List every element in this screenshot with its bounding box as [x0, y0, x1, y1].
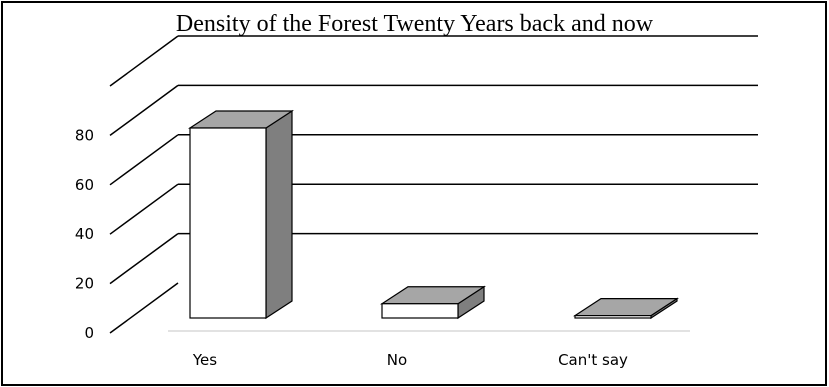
y-tick-label: 0	[84, 324, 94, 342]
bar-front-face	[381, 303, 459, 319]
chart-title: Density of the Forest Twenty Years back …	[175, 11, 654, 37]
x-axis-category-labels: Yes No Can't say	[192, 351, 628, 369]
bar-top-face	[572, 298, 680, 317]
gridline-diagonal-80	[109, 84, 179, 137]
y-tick-label: 40	[75, 225, 94, 243]
bars	[187, 109, 680, 320]
y-tick-label: 20	[75, 275, 94, 293]
bar-side-face	[265, 109, 293, 320]
y-axis-tick-labels: 0 20 40 60 80	[75, 126, 94, 342]
gridline-diagonal-100	[109, 35, 179, 87]
x-category-label: Yes	[192, 351, 217, 369]
bar-yes	[187, 109, 295, 320]
bar-can-t-say	[572, 297, 680, 320]
y-tick-label: 80	[75, 126, 94, 144]
bar-no	[379, 285, 487, 320]
bar-front-face	[574, 315, 652, 319]
gridline-diagonal-20	[109, 232, 179, 285]
y-tick-label: 60	[75, 176, 94, 194]
gridline-diagonal-60	[109, 134, 179, 186]
bar-front-face	[189, 127, 267, 319]
x-category-label: Can't say	[558, 351, 628, 369]
gridline-diagonal-40	[109, 183, 179, 235]
gridline-diagonal-0	[109, 282, 179, 334]
x-category-label: No	[387, 351, 407, 369]
